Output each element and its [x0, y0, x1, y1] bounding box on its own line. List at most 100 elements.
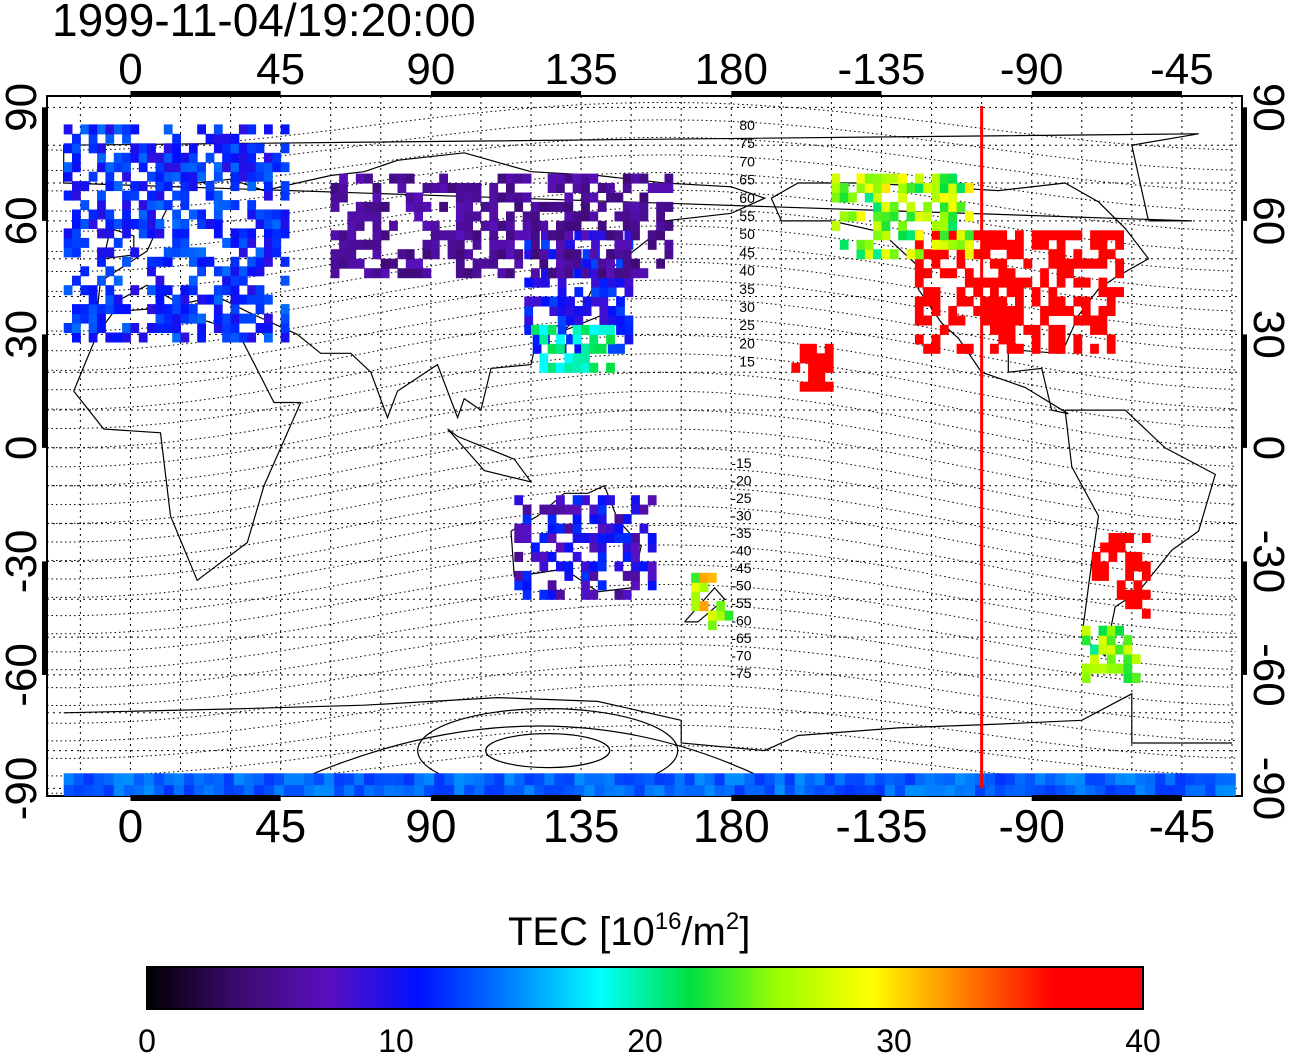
tec-cell [566, 296, 575, 307]
tec-cell [1090, 315, 1099, 326]
tec-cell [1195, 773, 1206, 786]
right-lat-tick: 90 [1244, 83, 1292, 132]
tec-cell [155, 171, 165, 182]
tec-cell [948, 268, 958, 279]
tec-cell [272, 219, 282, 229]
tec-cell [964, 343, 974, 354]
contour-line [47, 643, 1236, 706]
tec-cell [589, 542, 599, 553]
tec-cell [205, 256, 215, 267]
tec-cell [898, 183, 907, 193]
tec-cell [1031, 287, 1041, 298]
tec-cell [205, 190, 215, 201]
tec-cell [1040, 277, 1049, 288]
tec-cell [105, 285, 115, 296]
tec-cell [524, 249, 534, 260]
tec-cell [556, 220, 565, 231]
tec-cell [848, 211, 857, 222]
tec-cell [222, 162, 231, 173]
bottom-lon-tick: 45 [255, 800, 306, 852]
tec-cell [831, 192, 841, 203]
tec-cell [63, 124, 73, 135]
tec-cell [280, 275, 290, 286]
tec-cell [122, 209, 131, 220]
tec-cell [524, 784, 535, 796]
tec-cell [574, 773, 585, 786]
tec-cell [581, 201, 590, 212]
tec-cell [591, 239, 600, 250]
tec-cell [1141, 589, 1151, 600]
tec-cell [238, 124, 248, 135]
tec-cell [531, 230, 540, 241]
tec-cell [455, 192, 465, 203]
tec-cell [255, 209, 265, 220]
tec-cell [631, 504, 640, 515]
tec-cell [873, 173, 882, 184]
tec-cell [472, 258, 482, 269]
tec-cell [591, 268, 600, 279]
tec-cell [614, 249, 624, 260]
tec-cell [1056, 239, 1066, 250]
tec-cell [514, 201, 524, 212]
tec-cell [230, 200, 240, 211]
tec-cell [539, 362, 549, 373]
tec-cell [472, 268, 482, 279]
tec-cell [97, 143, 106, 154]
tec-cell [566, 315, 575, 326]
tec-cell [255, 219, 265, 229]
tec-cell [255, 294, 265, 305]
tec-cell [1185, 773, 1196, 786]
tec-cell [163, 247, 173, 258]
bottom-longitude-ticks: 0 45 90 135 180 -135 -90 -45 [118, 800, 1216, 852]
tec-cell [203, 773, 215, 786]
tec-cell [213, 784, 225, 796]
tec-cell [464, 773, 475, 786]
tec-cell [247, 332, 257, 343]
tec-cell [948, 306, 958, 316]
tec-cell [222, 332, 231, 343]
tec-cell [541, 277, 550, 288]
tec-cell [197, 162, 206, 173]
tec-cell [147, 209, 156, 220]
tec-cell [1081, 635, 1091, 646]
tec-cell [155, 200, 165, 211]
contour-line [47, 684, 1236, 742]
tec-cell [180, 190, 190, 201]
tec-cell [948, 192, 958, 203]
tec-cell [172, 209, 181, 220]
tec-cell [547, 324, 557, 335]
tec-cell [554, 773, 565, 786]
bottom-lon-tick: -45 [1149, 800, 1215, 852]
tec-cell [1165, 784, 1176, 796]
tec-cell [364, 211, 373, 222]
tec-cell [97, 313, 106, 324]
tec-cell [616, 258, 625, 269]
tec-cell [72, 237, 81, 248]
tec-cell [384, 773, 395, 786]
tec-cell [180, 294, 190, 305]
tec-cell [556, 173, 565, 184]
tec-cell [981, 306, 991, 316]
tec-cell [539, 353, 549, 364]
tec-cell [339, 239, 348, 250]
tec-cell [405, 173, 415, 184]
tec-cell [180, 181, 190, 192]
tec-cell [554, 784, 565, 796]
tec-cell [330, 201, 340, 212]
tec-cell [172, 143, 181, 154]
tec-cell [873, 220, 882, 231]
tec-cell [138, 181, 148, 192]
tec-cell [990, 306, 999, 316]
tec-cell [854, 773, 866, 786]
tec-cell [1075, 784, 1086, 796]
tec-cell [1123, 644, 1133, 655]
tec-cell [564, 773, 575, 786]
tec-cell [589, 504, 599, 515]
contour-label: 15 [739, 354, 755, 370]
tec-cell [1015, 230, 1024, 241]
contour-label: -65 [731, 630, 751, 646]
tec-cell [247, 200, 257, 211]
tec-cell [931, 296, 941, 307]
tec-cell [599, 287, 609, 298]
tec-cell [447, 239, 457, 250]
